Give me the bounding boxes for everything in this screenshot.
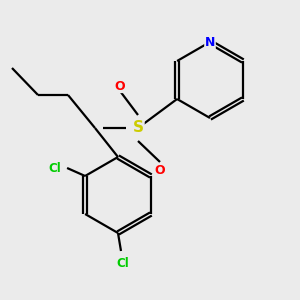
Text: N: N: [205, 35, 215, 49]
Text: S: S: [133, 121, 143, 136]
Text: O: O: [155, 164, 165, 176]
Text: O: O: [115, 80, 125, 92]
Text: Cl: Cl: [48, 161, 61, 175]
Text: Cl: Cl: [117, 257, 129, 270]
